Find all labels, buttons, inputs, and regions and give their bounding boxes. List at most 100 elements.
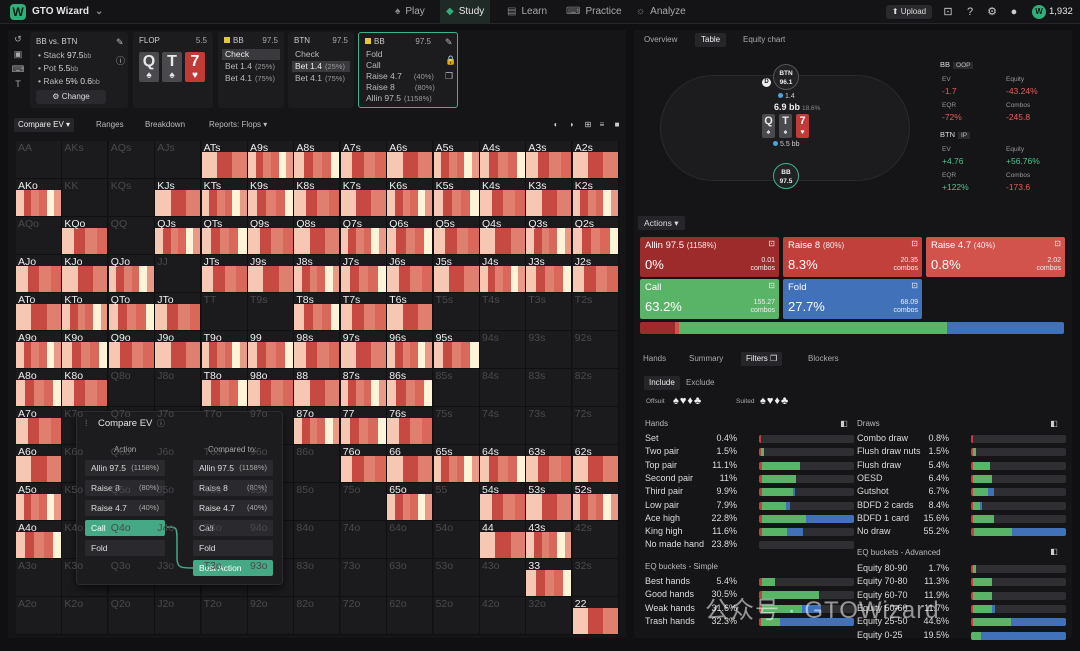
collapse-icon[interactable]: ◧ xyxy=(1050,547,1058,556)
filter-row[interactable]: Set 0.4% xyxy=(645,433,855,445)
hand-cell[interactable]: 74s xyxy=(480,407,526,445)
hand-cell[interactable]: 62o xyxy=(387,597,434,635)
edit-icon[interactable]: ✎ xyxy=(116,37,124,47)
hand-cell[interactable]: J5s xyxy=(433,255,480,293)
expand-icon[interactable]: ⊡ xyxy=(768,239,775,248)
hand-cell[interactable]: 53o xyxy=(433,559,480,597)
hand-cell[interactable]: AKs xyxy=(62,141,109,179)
hand-cell[interactable]: J8s xyxy=(294,255,341,293)
hand-cell[interactable]: 44 xyxy=(480,521,526,559)
filter-row[interactable]: Equity 60-70 11.9% xyxy=(857,590,1067,602)
hand-cell[interactable]: T6s xyxy=(387,293,434,331)
filter-row[interactable]: No draw 55.2% xyxy=(857,526,1067,538)
filter-row[interactable]: King high 11.6% xyxy=(645,526,855,538)
hand-cell[interactable]: 73s xyxy=(526,407,573,445)
hand-cell[interactable]: 43o xyxy=(480,559,526,597)
hand-cell[interactable]: 42o xyxy=(480,597,526,635)
compare-option[interactable]: Raise 4.7 (40%) xyxy=(85,500,165,516)
hand-cell[interactable]: KTo xyxy=(62,293,109,331)
hand-cell[interactable]: AA xyxy=(16,141,62,179)
filter-row[interactable]: Top pair 11.1% xyxy=(645,460,855,472)
hand-cell[interactable]: QJo xyxy=(108,255,155,293)
tab-overview[interactable]: Overview xyxy=(644,35,678,44)
filter-row[interactable]: Combo draw 0.8% xyxy=(857,433,1067,445)
hand-cell[interactable]: T2s xyxy=(572,293,619,331)
hand-cell[interactable]: A2o xyxy=(16,597,62,635)
screenshot-icon[interactable]: ⊡ xyxy=(943,6,953,18)
hand-cell[interactable]: AJo xyxy=(16,255,62,293)
hand-cell[interactable]: A8s xyxy=(294,141,341,179)
hand-cell[interactable]: A8o xyxy=(16,369,62,407)
hand-cell[interactable]: K9o xyxy=(62,331,109,369)
hand-cell[interactable]: 72s xyxy=(572,407,619,445)
square-icon[interactable]: ■ xyxy=(614,120,620,129)
hand-cell[interactable]: Q8s xyxy=(294,217,341,255)
hand-cell[interactable]: J7s xyxy=(340,255,387,293)
compare-option[interactable]: Allin 97.5 (1158%) xyxy=(193,460,273,476)
hand-cell[interactable]: 92o xyxy=(248,597,294,635)
hand-cell[interactable]: Q3s xyxy=(526,217,573,255)
compare-option[interactable]: Allin 97.5 (1158%) xyxy=(85,460,165,476)
hand-cell[interactable]: A6o xyxy=(16,445,62,483)
action-raise-large[interactable]: Raise 8 (80%) xyxy=(363,82,439,93)
hand-cell[interactable]: 54o xyxy=(433,521,480,559)
hand-cell[interactable]: 76o xyxy=(340,445,387,483)
hand-cell[interactable]: K4s xyxy=(480,179,526,217)
hand-cell[interactable]: K9s xyxy=(248,179,294,217)
collapse-icon[interactable]: ◧ xyxy=(1050,419,1058,428)
hand-cell[interactable]: 65o xyxy=(387,483,434,521)
hand-cell[interactable]: 63s xyxy=(526,445,573,483)
tab-blockers[interactable]: Blockers xyxy=(808,354,839,363)
hand-cell[interactable]: QTo xyxy=(108,293,155,331)
hand-cell[interactable]: T7s xyxy=(340,293,387,331)
hand-cell[interactable]: 72o xyxy=(340,597,387,635)
filter-row[interactable]: Equity 70-80 11.3% xyxy=(857,576,1067,588)
ranges-tab[interactable]: Ranges xyxy=(96,120,124,129)
filter-row[interactable]: Ace high 22.8% xyxy=(645,513,855,525)
hand-cell[interactable]: T8s xyxy=(294,293,341,331)
hand-cell[interactable]: AQs xyxy=(108,141,155,179)
hand-cell[interactable]: T4s xyxy=(480,293,526,331)
hand-cell[interactable]: K2s xyxy=(572,179,619,217)
action-bet-small[interactable]: Bet 1.4 (25%) xyxy=(292,61,350,72)
hand-cell[interactable]: QJs xyxy=(155,217,202,255)
filter-row[interactable]: Equity 25-50 44.6% xyxy=(857,616,1067,628)
copy-icon[interactable]: ❐ xyxy=(445,71,454,81)
expand-icon[interactable]: ⊡ xyxy=(1054,239,1061,248)
filter-row[interactable]: Flush draw nuts 1.5% xyxy=(857,446,1067,458)
hand-cell[interactable]: A4o xyxy=(16,521,62,559)
hand-cell[interactable]: Q9o xyxy=(108,331,155,369)
grid-icon[interactable]: ⊞ xyxy=(584,120,592,129)
hand-cell[interactable]: KJo xyxy=(62,255,109,293)
hand-cell[interactable]: JTs xyxy=(201,255,248,293)
action-raise-small[interactable]: Raise 4.7 (40%) xyxy=(363,71,439,82)
street-bb-1[interactable]: BB 97.5 Check Bet 1.4 (25%) Bet 4.1 (75%) xyxy=(218,32,284,108)
expand-icon[interactable]: ⊡ xyxy=(911,281,918,290)
hand-cell[interactable]: K8s xyxy=(294,179,341,217)
hand-cell[interactable]: 97s xyxy=(340,331,387,369)
hand-cell[interactable]: 87o xyxy=(294,407,341,445)
gear-icon[interactable]: ⚙ xyxy=(987,6,997,18)
upload-button[interactable]: ⬆ Upload xyxy=(886,5,932,19)
hand-cell[interactable]: 87s xyxy=(340,369,387,407)
tab-analyze[interactable]: ☼ Analyze xyxy=(636,0,686,24)
tab-practice[interactable]: ⌨ Practice xyxy=(566,0,622,24)
hand-cell[interactable]: 54s xyxy=(480,483,526,521)
filter-row[interactable]: Gutshot 6.7% xyxy=(857,486,1067,498)
info-icon[interactable]: ⓘ xyxy=(116,56,126,66)
hand-cell[interactable]: T5s xyxy=(433,293,480,331)
hand-cell[interactable]: 65s xyxy=(433,445,480,483)
compare-option[interactable]: Raise 8 (80%) xyxy=(193,480,273,496)
hand-cell[interactable]: KJs xyxy=(155,179,202,217)
filter-row[interactable]: Low pair 7.9% xyxy=(645,500,855,512)
hand-cell[interactable]: 84o xyxy=(294,521,341,559)
tab-filters[interactable]: Filters ❐ xyxy=(741,352,783,366)
offsuit-suits[interactable]: ♠♥♦♣ xyxy=(673,395,703,407)
hand-cell[interactable]: 77 xyxy=(340,407,387,445)
filter-row[interactable]: BDFD 2 cards 8.4% xyxy=(857,500,1067,512)
hand-cell[interactable]: Q2s xyxy=(572,217,619,255)
hand-cell[interactable]: 88 xyxy=(294,369,341,407)
hand-cell[interactable]: ATs xyxy=(201,141,248,179)
hand-cell[interactable]: 86s xyxy=(387,369,434,407)
action-check[interactable]: Check xyxy=(292,49,350,60)
